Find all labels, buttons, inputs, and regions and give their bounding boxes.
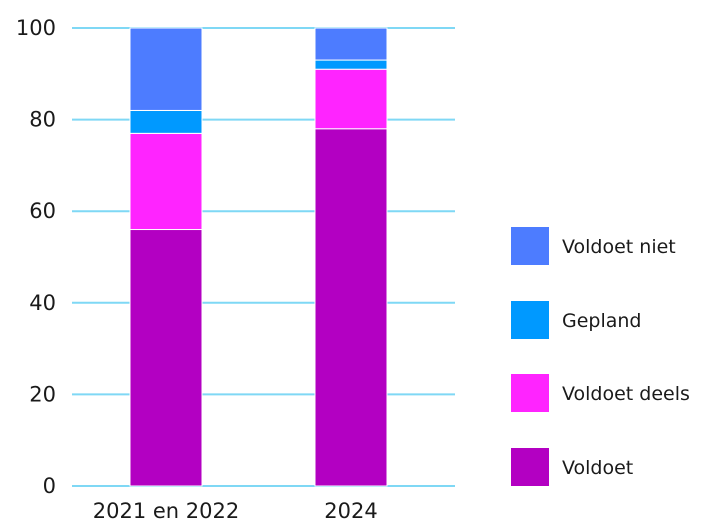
bar-segment-gepland — [129, 109, 203, 134]
legend: Voldoet niet Gepland Voldoet deels Voldoet — [511, 227, 690, 486]
legend-label: Voldoet deels — [562, 383, 690, 405]
x-category-label: 2024 — [324, 499, 377, 523]
legend-swatch-voldoet — [511, 448, 549, 486]
y-tick-label: 0 — [43, 474, 56, 498]
y-tick-label: 20 — [29, 382, 56, 406]
legend-label: Gepland — [562, 310, 642, 332]
bar-segment-voldoet-niet — [129, 27, 203, 111]
x-axis-labels: 2021 en 2022 2024 — [93, 499, 378, 523]
bars — [129, 27, 388, 487]
y-tick-label: 40 — [29, 291, 56, 315]
legend-swatch-gepland — [511, 301, 549, 339]
legend-label: Voldoet — [562, 457, 633, 479]
bar-segment-voldoet — [129, 229, 203, 487]
legend-swatch-voldoet-niet — [511, 227, 549, 265]
y-axis-ticks: 0 20 40 60 80 100 — [16, 16, 56, 498]
bar-segment-gepland — [314, 59, 388, 70]
legend-swatch-voldoet-deels — [511, 374, 549, 412]
y-tick-label: 60 — [29, 199, 56, 223]
bar-segment-voldoet — [314, 128, 388, 487]
bar-segment-voldoet-niet — [314, 27, 388, 61]
bar-segment-voldoet-deels — [314, 68, 388, 130]
gridlines — [72, 27, 455, 487]
y-tick-label: 100 — [16, 16, 56, 40]
x-category-label: 2021 en 2022 — [93, 499, 239, 523]
legend-label: Voldoet niet — [562, 236, 676, 258]
y-tick-label: 80 — [29, 108, 56, 132]
bar-segment-voldoet-deels — [129, 132, 203, 231]
